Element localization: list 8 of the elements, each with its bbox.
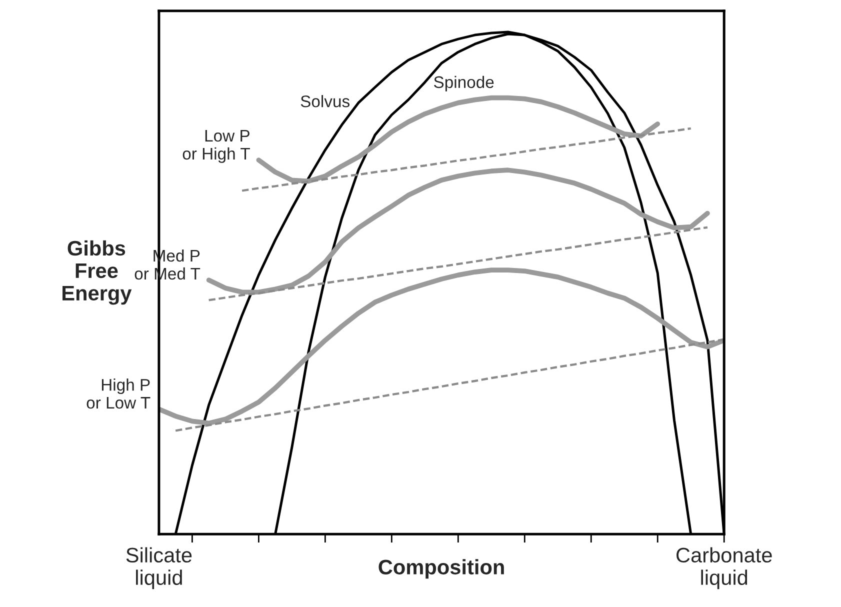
series-label: Solvus bbox=[300, 95, 350, 108]
text: Carbonate liquid bbox=[676, 547, 772, 590]
series-label: Spinode bbox=[434, 76, 494, 92]
x-axis-title: Composition bbox=[378, 559, 504, 579]
series-label: Low P or High T bbox=[182, 130, 250, 163]
series-label: High P or Low T bbox=[86, 378, 150, 409]
text: Silicate liquid bbox=[126, 547, 192, 590]
y-axis-title: Gibbs Free Energy bbox=[62, 240, 132, 305]
